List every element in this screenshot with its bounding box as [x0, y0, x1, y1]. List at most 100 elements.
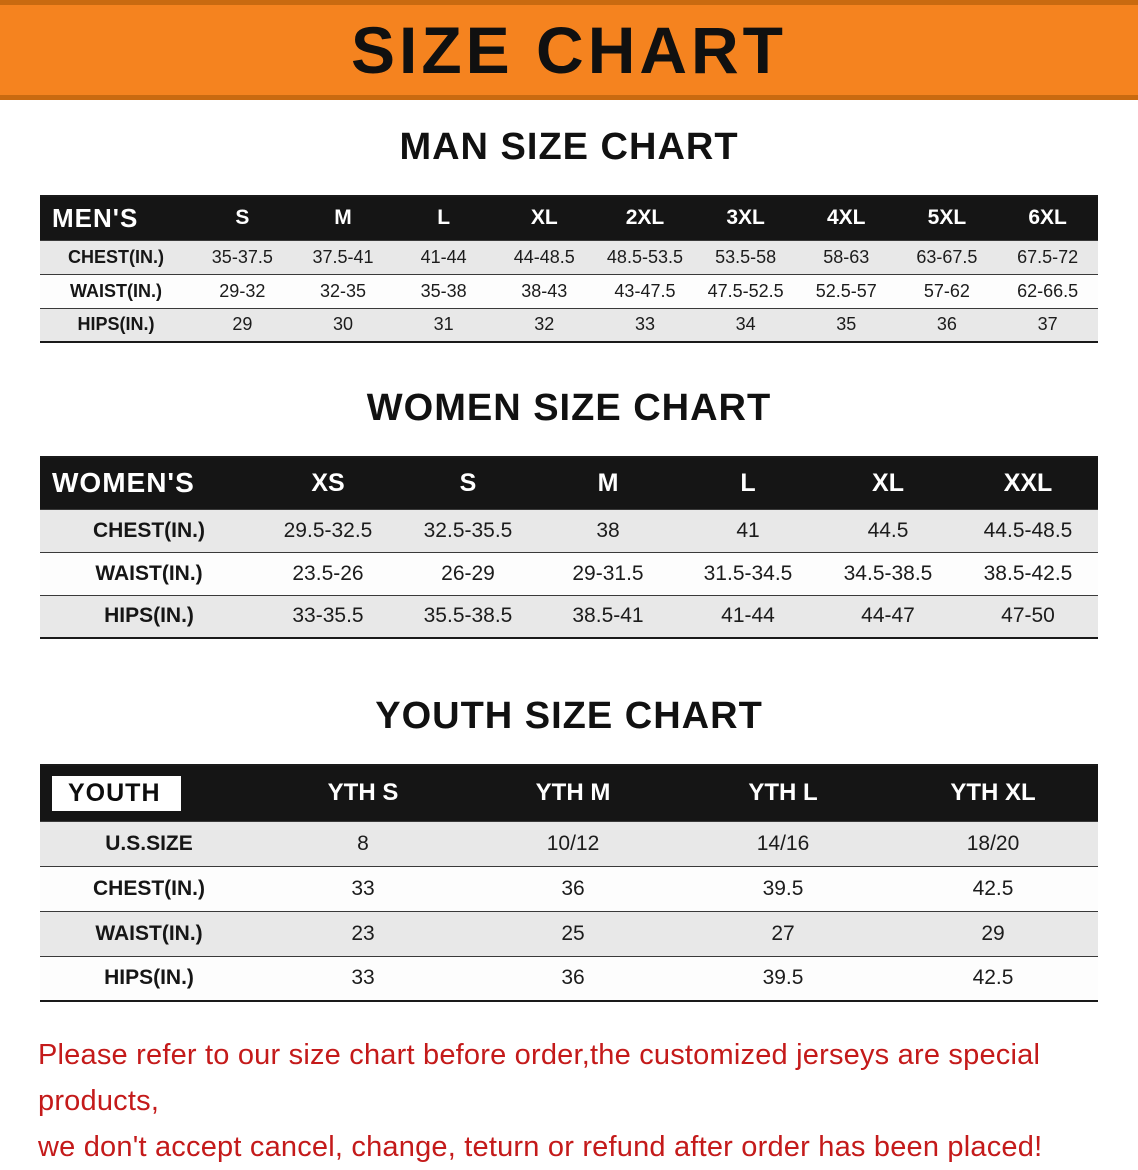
measurement-value: 39.5 — [762, 966, 804, 990]
measurement-row: HIPS(IN.) 33 36 39.5 42.5 — [40, 956, 1098, 1001]
size-column-header: XL — [872, 468, 904, 497]
measurement-value: 44.5 — [867, 518, 909, 542]
mens-table-head: MEN'S S M L XL 2XL 3XL 4XL 5XL 6XL — [40, 196, 1098, 240]
measurement-label: HIPS(IN.) — [104, 604, 194, 628]
measurement-label: HIPS(IN.) — [104, 966, 194, 990]
measurement-value: 29-32 — [219, 280, 266, 301]
measurement-value: 23 — [351, 921, 375, 945]
measurement-value: 44.5-48.5 — [983, 518, 1073, 542]
table-corner-label: YOUTH — [40, 765, 258, 821]
size-column-header: 5XL — [927, 206, 967, 230]
size-column-header: YTH S — [327, 779, 399, 807]
measurement-value: 27 — [771, 921, 795, 945]
size-column-header: YTH XL — [950, 779, 1036, 807]
measurement-value: 34 — [735, 314, 756, 335]
size-column-header: S — [459, 468, 477, 497]
measurement-value: 33 — [634, 314, 655, 335]
disclaimer-line-2: we don't accept cancel, change, teturn o… — [38, 1131, 1043, 1163]
measurement-value: 38.5-42.5 — [983, 561, 1073, 585]
measurement-value: 31 — [433, 314, 454, 335]
size-column-header: M — [334, 206, 352, 230]
measurement-row: CHEST(IN.) 29.5-32.5 32.5-35.5 38 41 44.5 44.5… — [40, 509, 1098, 552]
disclaimer-line-1: Please refer to our size chart before or… — [38, 1039, 1041, 1117]
measurement-value: 35.5-38.5 — [423, 604, 513, 628]
size-chart-banner: SIZE CHART — [0, 0, 1138, 100]
measurement-value: 29-31.5 — [572, 561, 644, 585]
measurement-value: 34.5-38.5 — [843, 561, 933, 585]
womens-size-table: WOMEN'S XS S M L XL XXL CHEST(IN.) 29.5-32.5 32.… — [40, 456, 1098, 639]
measurement-value: 47-50 — [1001, 604, 1055, 628]
table-corner-text: MEN'S — [52, 202, 139, 233]
size-column-header: 6XL — [1028, 206, 1067, 230]
measurement-value: 36 — [561, 966, 585, 990]
mens-header-row: MEN'S S M L XL 2XL 3XL 4XL 5XL 6XL — [40, 196, 1098, 240]
measurement-value: 31.5-34.5 — [703, 561, 793, 585]
measurement-value: 36 — [561, 876, 585, 900]
mens-size-table: MEN'S S M L XL 2XL 3XL 4XL 5XL 6XL CHEST(IN.) 35-3… — [40, 195, 1098, 343]
table-corner-text: YOUTH — [52, 775, 181, 811]
measurement-value: 52.5-57 — [815, 280, 877, 301]
measurement-value: 42.5 — [972, 966, 1014, 990]
size-column-header: XXL — [1003, 468, 1053, 497]
measurement-value: 37 — [1037, 314, 1058, 335]
measurement-label: U.S.SIZE — [105, 831, 193, 855]
measurement-value: 10/12 — [546, 831, 600, 855]
measurement-label: CHEST(IN.) — [93, 518, 205, 542]
size-chart-title: SIZE CHART — [351, 13, 787, 87]
size-column-header: L — [437, 206, 451, 230]
mens-table-body: CHEST(IN.) 35-37.5 37.5-41 41-44 44-48.5 48.5… — [40, 240, 1098, 342]
measurement-value: 25 — [561, 921, 585, 945]
size-column-header: XL — [530, 206, 558, 230]
measurement-value: 30 — [332, 314, 353, 335]
measurement-row: HIPS(IN.) 29 30 31 32 33 34 35 36 37 — [40, 308, 1098, 342]
measurement-row: HIPS(IN.) 33-35.5 35.5-38.5 38.5-41 41-44 44-… — [40, 595, 1098, 638]
measurement-value: 44-48.5 — [513, 246, 575, 267]
measurement-value: 42.5 — [972, 876, 1014, 900]
measurement-value: 47.5-52.5 — [707, 280, 784, 301]
measurement-value: 38 — [596, 518, 620, 542]
measurement-value: 41 — [736, 518, 760, 542]
mens-heading: MAN SIZE CHART — [399, 126, 739, 168]
measurement-value: 62-66.5 — [1017, 280, 1079, 301]
measurement-label: CHEST(IN.) — [93, 876, 205, 900]
mens-section: MAN SIZE CHART MEN'S S M L XL 2XL 3XL 4XL 5XL 6XL… — [0, 126, 1138, 343]
measurement-row: WAIST(IN.) 29-32 32-35 35-38 38-43 43-47.5 47.… — [40, 274, 1098, 308]
measurement-value: 14/16 — [756, 831, 810, 855]
measurement-value: 33 — [351, 876, 375, 900]
womens-table-head: WOMEN'S XS S M L XL XXL — [40, 457, 1098, 509]
womens-table-body: CHEST(IN.) 29.5-32.5 32.5-35.5 38 41 44.5 44.5… — [40, 509, 1098, 638]
measurement-value: 32-35 — [319, 280, 366, 301]
measurement-value: 35-37.5 — [211, 246, 273, 267]
size-column-header: XS — [311, 468, 345, 497]
measurement-label: WAIST(IN.) — [70, 280, 162, 301]
youth-table-head: YOUTH YTH S YTH M YTH L YTH XL — [40, 765, 1098, 821]
measurement-value: 48.5-53.5 — [606, 246, 683, 267]
measurement-value: 58-63 — [823, 246, 870, 267]
size-column-header: S — [235, 206, 250, 230]
measurement-value: 38.5-41 — [572, 604, 644, 628]
womens-header-row: WOMEN'S XS S M L XL XXL — [40, 457, 1098, 509]
womens-heading: WOMEN SIZE CHART — [366, 387, 772, 429]
measurement-label: WAIST(IN.) — [95, 561, 203, 585]
womens-section: WOMEN SIZE CHART WOMEN'S XS S M L XL XXL CHEST… — [0, 387, 1138, 639]
measurement-label: HIPS(IN.) — [77, 314, 155, 335]
measurement-row: WAIST(IN.) 23 25 27 29 — [40, 911, 1098, 956]
youth-size-table: YOUTH YTH S YTH M YTH L YTH XL U.S.SIZE 8 10/1… — [40, 764, 1098, 1002]
table-corner-label: WOMEN'S — [40, 457, 258, 509]
measurement-row: WAIST(IN.) 23.5-26 26-29 29-31.5 31.5-34.5 34… — [40, 552, 1098, 595]
size-column-header: YTH L — [748, 779, 818, 807]
measurement-value: 26-29 — [441, 561, 495, 585]
measurement-row: CHEST(IN.) 33 36 39.5 42.5 — [40, 866, 1098, 911]
size-column-header: L — [740, 468, 756, 497]
youth-table-body: U.S.SIZE 8 10/12 14/16 18/20 CHEST(IN.) 33 36 39… — [40, 821, 1098, 1001]
measurement-value: 57-62 — [923, 280, 970, 301]
measurement-value: 38-43 — [521, 280, 568, 301]
size-charts: MAN SIZE CHART MEN'S S M L XL 2XL 3XL 4XL 5XL 6XL… — [0, 126, 1138, 1170]
measurement-value: 39.5 — [762, 876, 804, 900]
measurement-value: 35-38 — [420, 280, 467, 301]
measurement-value: 8 — [357, 831, 369, 855]
measurement-value: 33 — [351, 966, 375, 990]
measurement-value: 23.5-26 — [292, 561, 364, 585]
measurement-value: 37.5-41 — [312, 246, 374, 267]
